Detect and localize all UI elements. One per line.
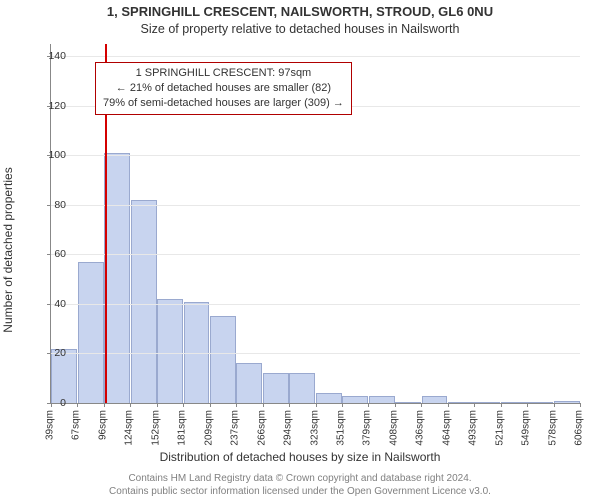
histogram-bar <box>236 363 262 403</box>
x-tick-label: 578sqm <box>547 410 558 446</box>
info-box-line-2: ← 21% of detached houses are smaller (82… <box>103 81 344 96</box>
y-axis-label: Number of detached properties <box>1 167 15 332</box>
gridline-h <box>51 353 580 354</box>
y-tick-label: 80 <box>36 199 66 211</box>
x-tick-label: 67sqm <box>71 410 82 440</box>
x-tick-mark <box>77 403 78 407</box>
x-tick-label: 124sqm <box>124 410 135 446</box>
x-tick-label: 39sqm <box>45 410 56 440</box>
x-axis-label: Distribution of detached houses by size … <box>0 450 600 464</box>
histogram-bar <box>501 402 527 403</box>
x-tick-mark <box>157 403 158 407</box>
x-tick-mark <box>104 403 105 407</box>
histogram-bar <box>289 373 315 403</box>
x-tick-label: 237sqm <box>230 410 241 446</box>
x-tick-label: 351sqm <box>335 410 346 446</box>
x-tick-label: 379sqm <box>362 410 373 446</box>
x-tick-mark <box>527 403 528 407</box>
x-tick-label: 493sqm <box>468 410 479 446</box>
x-tick-label: 464sqm <box>441 410 452 446</box>
histogram-bar <box>78 262 104 403</box>
histogram-bar <box>395 402 421 403</box>
x-tick-label: 266sqm <box>256 410 267 446</box>
x-tick-label: 436sqm <box>415 410 426 446</box>
histogram-bar <box>157 299 183 403</box>
y-tick-label: 40 <box>36 298 66 310</box>
x-tick-label: 323sqm <box>309 410 320 446</box>
histogram-bar <box>104 153 130 403</box>
x-tick-mark <box>448 403 449 407</box>
histogram-bar <box>342 396 368 403</box>
histogram-bar <box>422 396 448 403</box>
x-tick-label: 181sqm <box>177 410 188 446</box>
x-tick-mark <box>316 403 317 407</box>
histogram-bar <box>263 373 289 403</box>
y-tick-label: 140 <box>36 50 66 62</box>
histogram-bar <box>131 200 157 403</box>
page-title: 1, SPRINGHILL CRESCENT, NAILSWORTH, STRO… <box>0 4 600 19</box>
x-tick-label: 209sqm <box>203 410 214 446</box>
x-tick-label: 294sqm <box>283 410 294 446</box>
x-tick-label: 152sqm <box>150 410 161 446</box>
x-tick-mark <box>554 403 555 407</box>
histogram-bar <box>184 302 210 404</box>
footer-attribution: Contains HM Land Registry data © Crown c… <box>0 472 600 498</box>
x-tick-mark <box>130 403 131 407</box>
x-tick-label: 521sqm <box>494 410 505 446</box>
x-tick-label: 96sqm <box>97 410 108 440</box>
x-tick-mark <box>421 403 422 407</box>
x-tick-mark <box>342 403 343 407</box>
gridline-h <box>51 205 580 206</box>
gridline-h <box>51 56 580 57</box>
gridline-h <box>51 254 580 255</box>
info-box-line-1: 1 SPRINGHILL CRESCENT: 97sqm <box>103 66 344 81</box>
x-tick-mark <box>501 403 502 407</box>
property-info-box: 1 SPRINGHILL CRESCENT: 97sqm← 21% of det… <box>95 62 352 116</box>
x-tick-mark <box>263 403 264 407</box>
histogram-bar <box>210 316 236 403</box>
histogram-bar <box>474 402 500 403</box>
histogram-bar <box>527 402 553 403</box>
x-tick-mark <box>474 403 475 407</box>
histogram-bar <box>554 401 580 403</box>
x-tick-mark <box>368 403 369 407</box>
info-box-line-3: 79% of semi-detached houses are larger (… <box>103 96 344 111</box>
x-tick-mark <box>580 403 581 407</box>
page-subtitle: Size of property relative to detached ho… <box>0 22 600 36</box>
gridline-h <box>51 155 580 156</box>
x-tick-mark <box>183 403 184 407</box>
x-tick-label: 408sqm <box>388 410 399 446</box>
y-tick-label: 120 <box>36 100 66 112</box>
y-tick-label: 100 <box>36 149 66 161</box>
x-tick-label: 549sqm <box>521 410 532 446</box>
y-tick-label: 0 <box>36 397 66 409</box>
x-tick-label: 606sqm <box>574 410 585 446</box>
histogram-bar <box>369 396 395 403</box>
x-tick-mark <box>210 403 211 407</box>
x-tick-mark <box>395 403 396 407</box>
footer-line-1: Contains HM Land Registry data © Crown c… <box>0 472 600 485</box>
footer-line-2: Contains public sector information licen… <box>0 485 600 498</box>
gridline-h <box>51 304 580 305</box>
x-tick-mark <box>236 403 237 407</box>
histogram-bar <box>448 402 474 403</box>
y-tick-label: 60 <box>36 248 66 260</box>
x-tick-mark <box>289 403 290 407</box>
histogram-bar <box>316 393 342 403</box>
y-tick-label: 20 <box>36 347 66 359</box>
